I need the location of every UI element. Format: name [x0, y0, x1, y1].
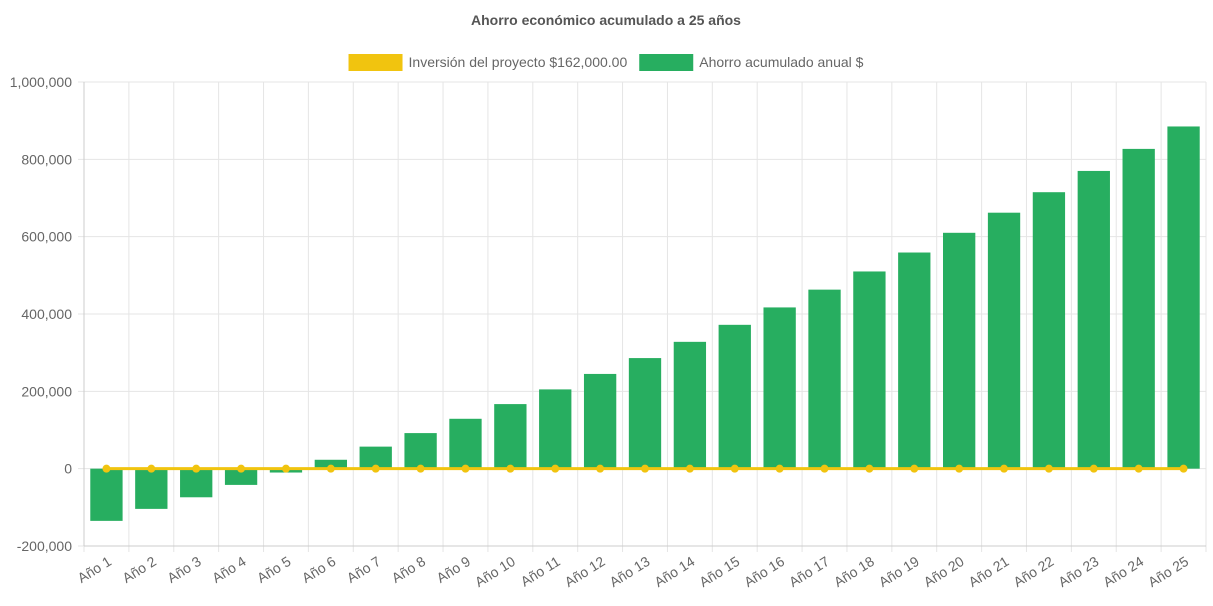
x-tick-label: Año 15	[696, 553, 742, 590]
x-tick-label: Año 3	[164, 553, 204, 586]
y-tick-label: 600,000	[21, 229, 72, 245]
y-tick-label: 400,000	[21, 306, 72, 322]
x-tick-label: Año 6	[299, 553, 339, 586]
x-tick-label: Año 19	[876, 553, 922, 590]
y-tick-label: -200,000	[17, 538, 72, 554]
y-tick-label: 0	[64, 461, 72, 477]
bar[interactable]	[853, 271, 886, 469]
bar[interactable]	[898, 252, 931, 469]
x-tick-label: Año 13	[606, 553, 652, 590]
bar[interactable]	[494, 404, 527, 469]
line-point[interactable]	[281, 464, 290, 473]
line-point[interactable]	[955, 464, 964, 473]
x-tick-label: Año 8	[389, 553, 429, 586]
chart-title: Ahorro económico acumulado a 25 años	[471, 12, 741, 28]
x-tick-label: Año 4	[209, 553, 249, 586]
x-tick-label: Año 10	[472, 553, 518, 590]
line-point[interactable]	[1000, 464, 1009, 473]
y-tick-label: 800,000	[21, 151, 72, 167]
line-point[interactable]	[730, 464, 739, 473]
x-tick-label: Año 21	[966, 553, 1012, 590]
x-tick-label: Año 11	[518, 553, 563, 590]
line-point[interactable]	[371, 464, 380, 473]
bar[interactable]	[1032, 192, 1066, 469]
bar[interactable]	[449, 418, 482, 469]
bar[interactable]	[1077, 170, 1110, 469]
line-point[interactable]	[775, 464, 784, 473]
x-tick-label: Año 2	[119, 553, 159, 586]
line-point[interactable]	[461, 464, 470, 473]
x-tick-label: Año 7	[344, 553, 384, 586]
line-point[interactable]	[1179, 464, 1188, 473]
line-point[interactable]	[326, 464, 335, 473]
bar[interactable]	[987, 212, 1021, 469]
bar[interactable]	[224, 468, 258, 485]
line-series	[102, 464, 1188, 473]
bar[interactable]	[135, 468, 168, 509]
line-point[interactable]	[820, 464, 829, 473]
x-tick-label: Año 18	[831, 553, 877, 590]
y-axis: 1,000,000 800,000 600,000 400,000 200,000 0 -2…	[10, 74, 85, 554]
x-tick-label: Año 1	[75, 553, 115, 586]
y-tick-label: 200,000	[21, 383, 72, 399]
x-tick-label: Año 9	[434, 553, 474, 586]
line-point[interactable]	[596, 464, 605, 473]
line-point[interactable]	[641, 464, 649, 473]
x-tick-label: Año 24	[1100, 553, 1146, 590]
line-point[interactable]	[416, 464, 425, 473]
line-point[interactable]	[910, 464, 919, 473]
bar[interactable]	[314, 459, 347, 469]
bar[interactable]	[583, 373, 617, 469]
y-tick-label: 1,000,000	[10, 74, 72, 90]
bar[interactable]	[943, 232, 976, 469]
bar[interactable]	[359, 446, 392, 469]
legend-swatch[interactable]	[639, 54, 694, 71]
bar[interactable]	[404, 433, 437, 469]
bar[interactable]	[673, 341, 707, 469]
x-tick-label: Año 23	[1055, 553, 1101, 590]
x-tick-label: Año 25	[1145, 553, 1191, 590]
bar[interactable]	[1122, 148, 1155, 469]
bar[interactable]	[718, 324, 751, 469]
x-tick-label: Año 12	[562, 553, 608, 590]
bar[interactable]	[180, 468, 213, 498]
line-point[interactable]	[551, 464, 560, 473]
legend-label: Ahorro acumulado anual $	[699, 54, 863, 70]
legend: Inversión del proyecto $162,000.00 Ahorro…	[348, 54, 864, 71]
bar[interactable]	[808, 289, 841, 469]
legend-swatch[interactable]	[348, 54, 403, 71]
x-tick-label: Año 5	[254, 553, 294, 586]
line-point[interactable]	[1089, 464, 1098, 473]
x-tick-label: Año 16	[741, 553, 787, 590]
x-tick-label: Año 17	[786, 553, 832, 590]
line-point[interactable]	[865, 464, 874, 473]
line-point[interactable]	[506, 464, 515, 473]
line-point[interactable]	[102, 464, 111, 473]
line-point[interactable]	[685, 464, 694, 473]
bar[interactable]	[90, 468, 123, 521]
bar-series	[90, 126, 1200, 521]
x-tick-label: Año 22	[1010, 553, 1056, 590]
line-point[interactable]	[237, 464, 246, 473]
x-tick-label: Año 14	[651, 553, 697, 590]
bar[interactable]	[1167, 126, 1200, 469]
bar[interactable]	[539, 389, 572, 469]
line-point[interactable]	[1134, 464, 1143, 473]
x-tick-label: Año 20	[921, 553, 967, 590]
line-point[interactable]	[1044, 464, 1053, 473]
bar[interactable]	[763, 307, 796, 469]
x-axis: Año 1 Año 2 Año 3 Año 4 Año 5 Año 6 Año 7 Año 8…	[75, 545, 1206, 590]
line-point[interactable]	[192, 464, 201, 473]
bar[interactable]	[628, 358, 662, 469]
legend-label: Inversión del proyecto $162,000.00	[409, 54, 628, 70]
line-point[interactable]	[147, 464, 156, 473]
